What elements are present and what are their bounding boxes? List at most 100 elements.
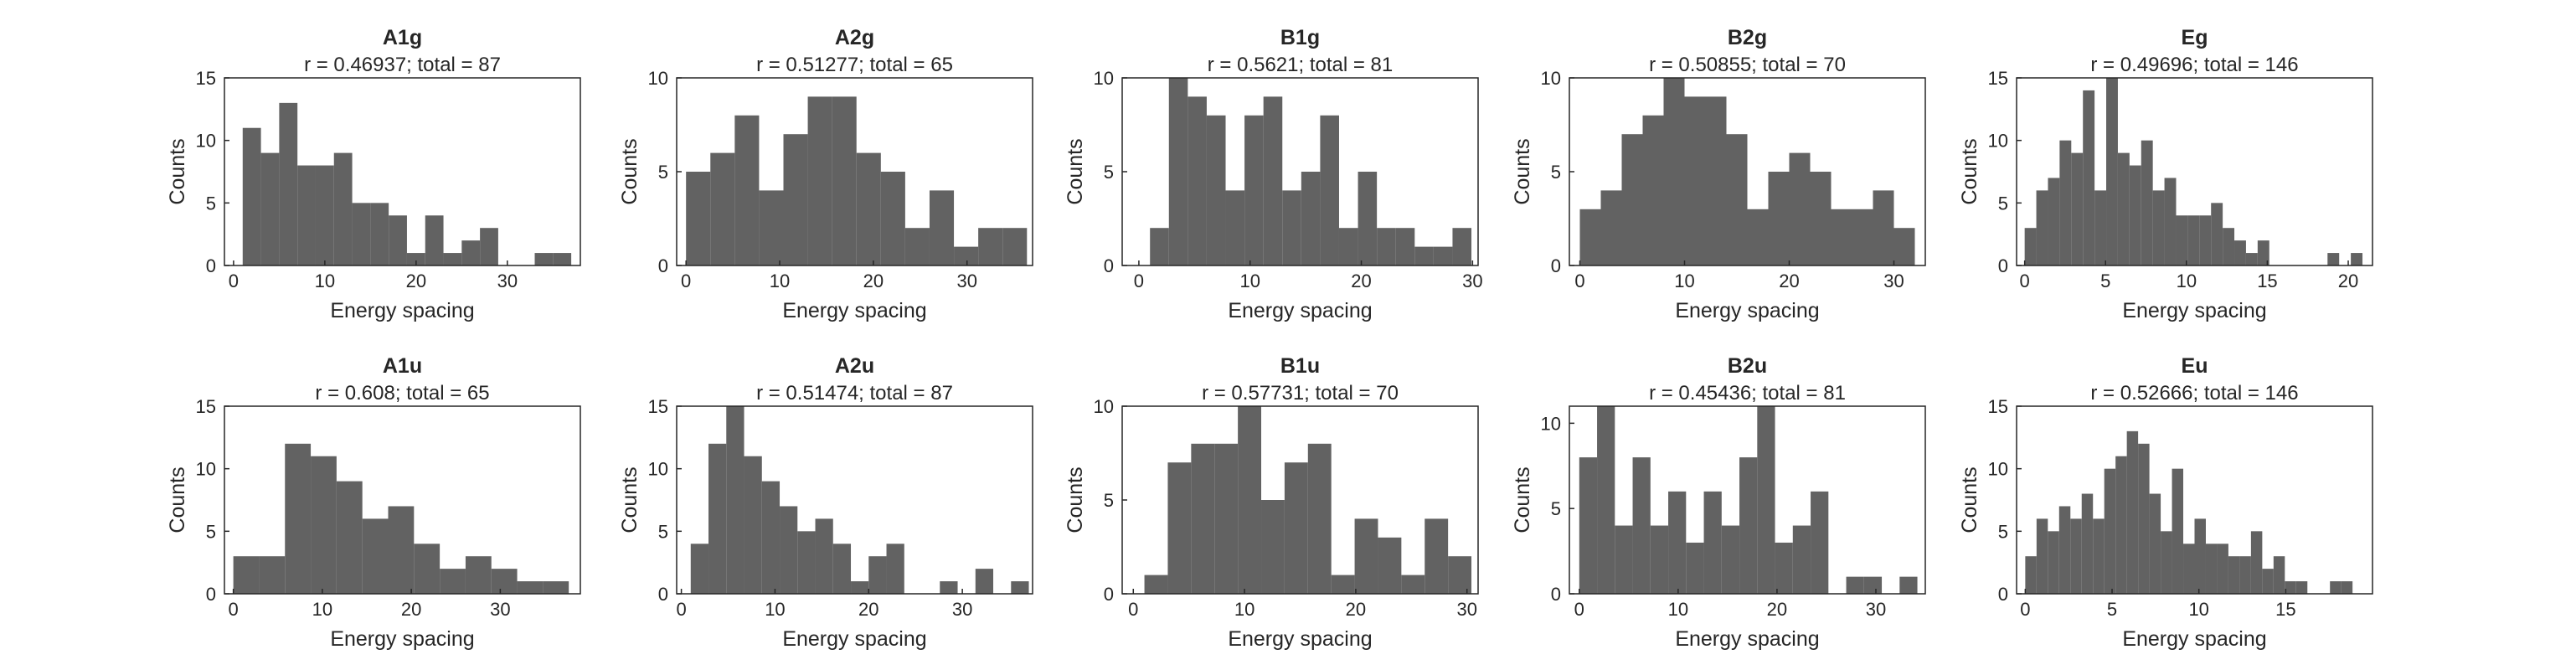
panel: 0 10 20 30 0 5 10 B1g r = 0.5621; total = 81 Ener… — [1064, 26, 1483, 322]
y-tick-label: 5 — [206, 521, 216, 542]
bar — [975, 569, 994, 594]
bar — [856, 152, 881, 265]
bar — [978, 228, 1003, 265]
x-tick-label: 0 — [681, 271, 691, 291]
x-tick-label: 15 — [2257, 271, 2277, 291]
x-tick-label: 20 — [401, 599, 421, 620]
bar — [1331, 575, 1355, 594]
bar — [1615, 525, 1633, 594]
bar — [233, 556, 260, 594]
y-axis-label: Counts — [618, 466, 641, 533]
bar — [954, 246, 979, 265]
y-tick-label: 5 — [658, 521, 668, 542]
bar — [1167, 462, 1192, 594]
bar — [1747, 209, 1769, 265]
y-tick-label: 0 — [1104, 584, 1114, 605]
bar — [2152, 190, 2165, 265]
x-axis-label: Energy spacing — [1228, 627, 1372, 651]
y-tick-label: 10 — [1541, 413, 1561, 434]
bar — [2187, 215, 2200, 265]
panel-title: Eg — [2182, 26, 2208, 49]
y-tick-label: 10 — [196, 131, 216, 152]
bar — [370, 203, 389, 265]
bar — [807, 96, 832, 266]
axes-box — [1569, 405, 1926, 595]
y-axis-label: Counts — [1958, 466, 1981, 533]
y-tick-label: 10 — [1988, 459, 2008, 480]
bar — [832, 544, 852, 594]
x-tick-label: 0 — [1574, 599, 1584, 620]
y-axis-label: Counts — [1064, 138, 1087, 204]
x-axis-label: Energy spacing — [782, 627, 926, 651]
x-axis-label: Energy spacing — [1228, 299, 1372, 322]
bar — [1377, 228, 1396, 265]
x-tick-label: 20 — [1346, 599, 1366, 620]
bar — [1739, 457, 1758, 594]
y-tick-label: 10 — [1094, 396, 1114, 417]
x-tick-label: 20 — [2338, 271, 2358, 291]
y-tick-label: 5 — [1551, 498, 1561, 519]
bar — [783, 134, 808, 265]
x-axis-label: Energy spacing — [782, 299, 926, 322]
y-axis-label: Counts — [166, 466, 189, 533]
panel-subtitle: r = 0.608; total = 65 — [315, 382, 489, 405]
bar — [2024, 228, 2037, 265]
panel-title: A1g — [383, 26, 422, 49]
bar — [1579, 209, 1601, 265]
y-tick-label: 15 — [1988, 396, 2008, 417]
bar — [2257, 240, 2269, 265]
axes-box — [224, 405, 581, 595]
bar — [2025, 556, 2037, 594]
x-axis-label: Energy spacing — [2122, 627, 2266, 651]
bar — [1579, 457, 1598, 594]
bar — [929, 190, 955, 265]
x-tick-label: 0 — [229, 271, 239, 291]
bar — [2295, 581, 2308, 594]
bar — [1703, 491, 1722, 594]
bar — [761, 481, 781, 594]
bar — [406, 253, 425, 265]
bar — [2199, 215, 2212, 265]
x-tick-label: 10 — [1668, 599, 1688, 620]
bar — [553, 253, 572, 265]
bar — [2217, 544, 2228, 594]
bar — [1893, 228, 1915, 265]
bar — [1263, 96, 1283, 266]
bar — [2330, 581, 2342, 594]
x-tick-label: 10 — [2177, 271, 2197, 291]
bar — [279, 102, 298, 265]
bar — [1873, 190, 1894, 265]
y-tick-label: 10 — [1988, 131, 2008, 152]
bar — [1650, 525, 1669, 594]
panel-title: Eu — [2182, 354, 2208, 378]
bar — [1684, 96, 1706, 266]
x-tick-label: 5 — [2100, 271, 2110, 291]
bar — [465, 556, 492, 594]
bar — [1414, 246, 1434, 265]
bar — [2048, 531, 2059, 594]
x-tick-label: 10 — [1239, 271, 1260, 291]
bar — [1244, 115, 1264, 265]
bar — [2048, 178, 2060, 265]
x-tick-label: 0 — [676, 599, 686, 620]
bar — [1002, 228, 1028, 265]
x-tick-label: 30 — [1883, 271, 1904, 291]
bar — [2172, 468, 2184, 594]
bar — [2106, 78, 2118, 265]
panel-subtitle: r = 0.57731; total = 70 — [1202, 382, 1399, 405]
bar — [1282, 190, 1301, 265]
bar — [461, 240, 481, 265]
axes-box — [2016, 405, 2373, 595]
bar — [315, 165, 334, 265]
bar — [2036, 190, 2048, 265]
bar — [543, 581, 569, 594]
bar — [2138, 443, 2150, 594]
y-tick-label: 5 — [206, 193, 216, 214]
bar — [1168, 78, 1188, 265]
bar — [242, 127, 261, 265]
bar — [1011, 581, 1029, 594]
bar — [1775, 542, 1793, 594]
y-tick-label: 0 — [206, 584, 216, 605]
bar — [815, 518, 833, 594]
